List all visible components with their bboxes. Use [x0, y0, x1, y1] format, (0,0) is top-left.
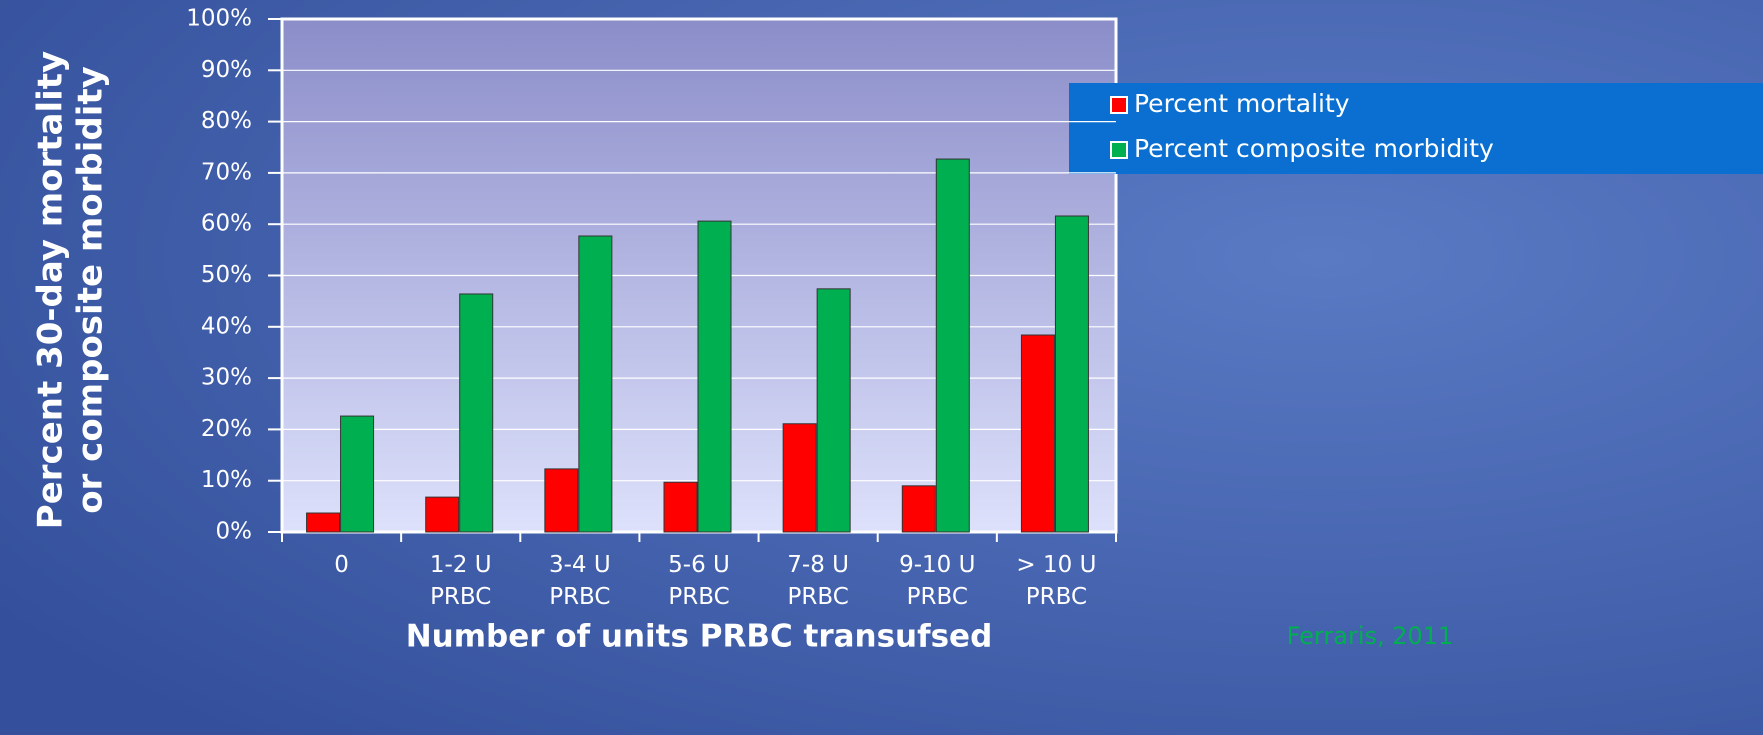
x-tick-label-line: PRBC [668, 584, 729, 610]
y-tick-label: 40% [201, 313, 252, 339]
bar [1020, 334, 1055, 533]
x-tick-label: 9-10 U PRBC [899, 552, 975, 610]
x-tick-label: > 10 U PRBC [1016, 552, 1096, 610]
y-tick-label: 0% [216, 519, 253, 545]
y-tick-label: 10% [201, 467, 252, 493]
bar [425, 496, 460, 533]
y-tick-label: 100% [186, 6, 252, 32]
y-tick-label: 90% [201, 57, 252, 83]
bar [306, 512, 341, 533]
y-axis-title-line: Percent 30-day mortality [31, 51, 71, 529]
x-tick-label: 1-2 U PRBC [430, 552, 492, 610]
bar [935, 158, 970, 533]
y-tick-label: 20% [201, 416, 252, 442]
y-tick-label: 60% [201, 211, 252, 237]
x-tick-label-line: 1-2 U [430, 552, 492, 578]
x-tick-label-line: PRBC [549, 584, 610, 610]
y-tick-label: 80% [201, 108, 252, 134]
x-tick-label-line: 0 [334, 552, 349, 578]
x-tick-label: 3-4 U PRBC [549, 552, 611, 610]
bar [816, 288, 851, 533]
bar [1054, 215, 1089, 533]
x-tick-label-line: 3-4 U [549, 552, 611, 578]
bar [663, 481, 698, 533]
x-tick-label-line: 5-6 U [668, 552, 730, 578]
y-tick-label: 30% [201, 365, 252, 391]
legend-swatch [1110, 141, 1128, 159]
bar [901, 485, 936, 533]
bar [459, 293, 494, 533]
x-tick-label-line: PRBC [907, 584, 968, 610]
bar [544, 468, 579, 533]
source-note: Ferraris, 2011 [1287, 622, 1454, 650]
y-tick-label: 70% [201, 159, 252, 185]
x-tick-label-line: PRBC [430, 584, 491, 610]
bar [782, 423, 817, 533]
y-axis-title: Percent 30-day mortality or composite mo… [31, 51, 111, 529]
legend-swatch [1110, 96, 1128, 114]
bar [340, 415, 375, 533]
x-tick-label-line: PRBC [1026, 584, 1087, 610]
legend-label: Percent composite morbidity [1134, 134, 1494, 163]
x-tick-label-line: > 10 U [1016, 552, 1096, 578]
x-tick-label: 0 [334, 552, 349, 578]
legend-label: Percent mortality [1134, 89, 1350, 118]
x-tick-label-line: 9-10 U [899, 552, 975, 578]
y-tick-label: 50% [201, 262, 252, 288]
x-tick-label-line: PRBC [787, 584, 848, 610]
legend-box [1069, 83, 1763, 174]
x-tick-label-line: 7-8 U [787, 552, 849, 578]
x-tick-label: 5-6 U PRBC [668, 552, 730, 610]
x-tick-label: 7-8 U PRBC [787, 552, 849, 610]
bar [578, 235, 613, 533]
x-axis-title: Number of units PRBC transufsed [406, 619, 993, 655]
y-axis-title-line: or composite morbidity [71, 66, 111, 514]
bar [697, 220, 732, 533]
